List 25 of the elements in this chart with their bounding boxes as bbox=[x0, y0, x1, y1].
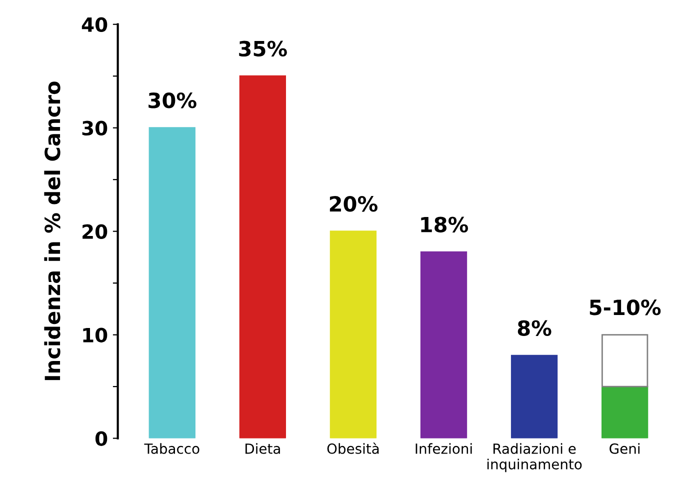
total-label: 18% bbox=[421, 216, 468, 232]
bar bbox=[510, 354, 558, 438]
x-tick-label: Dieta bbox=[246, 443, 280, 454]
total-label: 35% bbox=[239, 40, 287, 57]
bar bbox=[239, 75, 286, 438]
x-tick-label: Tabacco bbox=[144, 443, 200, 454]
bar bbox=[148, 127, 196, 438]
y-axis-title: Incidenza in % del Cancro bbox=[44, 82, 60, 380]
y-tick-label: 40 bbox=[82, 17, 108, 32]
bar bbox=[330, 230, 377, 438]
y-tick-label: 0 bbox=[95, 431, 108, 446]
x-tick-label: Geni bbox=[610, 443, 640, 454]
bar bbox=[420, 251, 468, 438]
y-tick-label: 10 bbox=[83, 328, 108, 342]
total-label: 30% bbox=[148, 92, 196, 108]
total-label: 8% bbox=[518, 320, 552, 336]
x-tick-label: Infezioni bbox=[416, 443, 472, 454]
x-tick-label: Radiazioni e inquinamento bbox=[487, 443, 582, 472]
total-label: 5-10% bbox=[590, 299, 661, 316]
total-label: 20% bbox=[330, 196, 378, 212]
y-tick-label: 20 bbox=[82, 224, 108, 239]
y-tick-label: 30 bbox=[82, 120, 108, 136]
x-tick-label: Obesità bbox=[327, 442, 379, 454]
bar bbox=[601, 386, 648, 438]
bar bbox=[601, 334, 648, 388]
